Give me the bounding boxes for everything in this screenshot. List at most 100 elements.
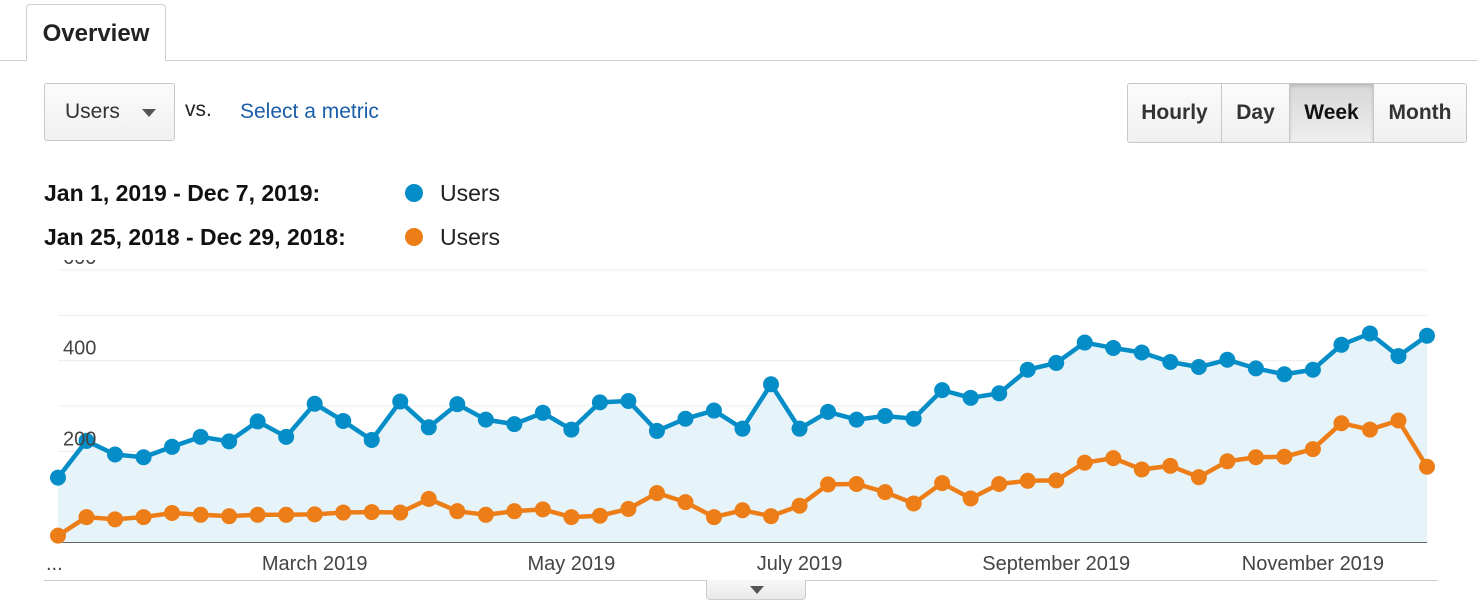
data-point[interactable] <box>1390 412 1407 429</box>
select-metric-link[interactable]: Select a metric <box>240 100 379 123</box>
data-point[interactable] <box>1190 469 1207 486</box>
month-button[interactable]: Month <box>1374 84 1466 142</box>
data-point[interactable] <box>820 476 837 493</box>
data-point[interactable] <box>620 500 637 517</box>
data-point[interactable] <box>392 393 409 410</box>
data-point[interactable] <box>734 420 751 437</box>
data-point[interactable] <box>677 494 694 511</box>
data-point[interactable] <box>905 410 922 427</box>
tab-overview[interactable]: Overview <box>26 4 166 61</box>
data-point[interactable] <box>791 420 808 437</box>
data-point[interactable] <box>620 393 637 410</box>
data-point[interactable] <box>962 490 979 507</box>
data-point[interactable] <box>991 385 1008 402</box>
data-point[interactable] <box>1304 441 1321 458</box>
data-point[interactable] <box>306 506 323 523</box>
data-point[interactable] <box>164 438 181 455</box>
data-point[interactable] <box>477 506 494 523</box>
data-point[interactable] <box>1361 421 1378 438</box>
data-point[interactable] <box>477 411 494 428</box>
data-point[interactable] <box>820 403 837 420</box>
data-point[interactable] <box>1162 354 1179 371</box>
data-point[interactable] <box>278 428 295 445</box>
data-point[interactable] <box>249 413 266 430</box>
data-point[interactable] <box>392 504 409 521</box>
data-point[interactable] <box>78 509 95 526</box>
data-point[interactable] <box>848 475 865 492</box>
data-point[interactable] <box>1105 339 1122 356</box>
data-point[interactable] <box>705 509 722 526</box>
data-point[interactable] <box>991 475 1008 492</box>
data-point[interactable] <box>449 396 466 413</box>
data-point[interactable] <box>135 509 152 526</box>
data-point[interactable] <box>734 502 751 519</box>
data-point[interactable] <box>934 382 951 399</box>
data-point[interactable] <box>335 412 352 429</box>
data-point[interactable] <box>848 411 865 428</box>
data-point[interactable] <box>877 484 894 501</box>
data-point[interactable] <box>306 395 323 412</box>
data-point[interactable] <box>1219 453 1236 470</box>
data-point[interactable] <box>506 416 523 433</box>
data-point[interactable] <box>905 495 922 512</box>
data-point[interactable] <box>763 508 780 525</box>
data-point[interactable] <box>1276 448 1293 465</box>
data-point[interactable] <box>1304 361 1321 378</box>
data-point[interactable] <box>221 433 238 450</box>
data-point[interactable] <box>563 509 580 526</box>
week-button[interactable]: Week <box>1290 84 1374 142</box>
data-point[interactable] <box>1133 461 1150 478</box>
data-point[interactable] <box>648 485 665 502</box>
hourly-button[interactable]: Hourly <box>1128 84 1222 142</box>
data-point[interactable] <box>534 501 551 518</box>
data-point[interactable] <box>50 527 66 544</box>
data-point[interactable] <box>107 511 124 528</box>
data-point[interactable] <box>563 421 580 438</box>
data-point[interactable] <box>1019 361 1036 378</box>
data-point[interactable] <box>363 504 380 521</box>
data-point[interactable] <box>506 503 523 520</box>
data-point[interactable] <box>192 428 209 445</box>
data-point[interactable] <box>449 503 466 520</box>
data-point[interactable] <box>1419 327 1435 344</box>
data-point[interactable] <box>135 449 152 466</box>
data-point[interactable] <box>107 446 124 463</box>
data-point[interactable] <box>591 394 608 411</box>
data-point[interactable] <box>1048 354 1065 371</box>
data-point[interactable] <box>1133 344 1150 361</box>
data-point[interactable] <box>1162 457 1179 474</box>
day-button[interactable]: Day <box>1222 84 1290 142</box>
data-point[interactable] <box>1105 450 1122 467</box>
data-point[interactable] <box>591 507 608 524</box>
data-point[interactable] <box>791 497 808 514</box>
data-point[interactable] <box>1048 472 1065 489</box>
data-point[interactable] <box>1247 449 1264 466</box>
data-point[interactable] <box>78 432 95 449</box>
data-point[interactable] <box>763 376 780 393</box>
data-point[interactable] <box>249 506 266 523</box>
data-point[interactable] <box>50 469 66 486</box>
data-point[interactable] <box>1247 360 1264 377</box>
chart-collapse-handle[interactable] <box>706 580 806 600</box>
metric-dropdown[interactable]: Users <box>44 83 175 141</box>
data-point[interactable] <box>1333 336 1350 353</box>
data-point[interactable] <box>962 389 979 406</box>
data-point[interactable] <box>534 404 551 421</box>
data-point[interactable] <box>1390 348 1407 365</box>
data-point[interactable] <box>1076 454 1093 471</box>
data-point[interactable] <box>1361 325 1378 342</box>
data-point[interactable] <box>934 475 951 492</box>
data-point[interactable] <box>1190 359 1207 376</box>
data-point[interactable] <box>1333 415 1350 432</box>
data-point[interactable] <box>1276 366 1293 383</box>
data-point[interactable] <box>278 506 295 523</box>
data-point[interactable] <box>420 490 437 507</box>
data-point[interactable] <box>1019 472 1036 489</box>
data-point[interactable] <box>1076 334 1093 351</box>
data-point[interactable] <box>648 422 665 439</box>
data-point[interactable] <box>335 504 352 521</box>
data-point[interactable] <box>363 432 380 448</box>
data-point[interactable] <box>677 410 694 427</box>
data-point[interactable] <box>1419 458 1435 475</box>
data-point[interactable] <box>221 508 238 525</box>
